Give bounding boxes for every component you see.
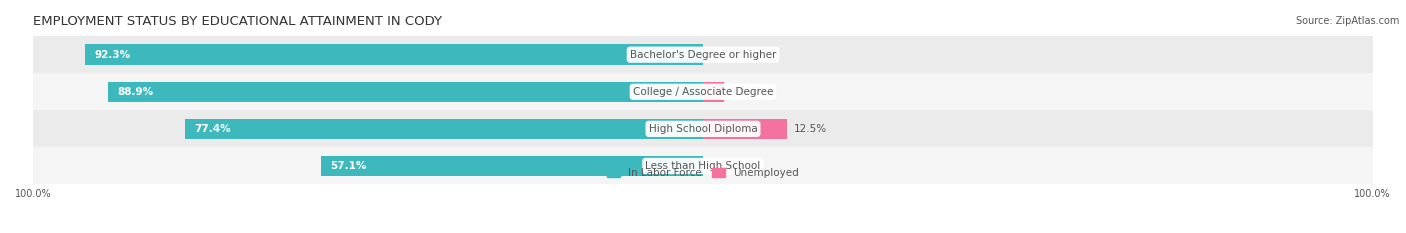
Bar [703, 82, 724, 102]
Bar [34, 73, 1372, 110]
Text: 3.1%: 3.1% [731, 87, 756, 97]
Text: High School Diploma: High School Diploma [648, 124, 758, 134]
Text: 88.9%: 88.9% [118, 87, 153, 97]
Text: College / Associate Degree: College / Associate Degree [633, 87, 773, 97]
Bar [321, 156, 703, 176]
Bar [108, 82, 703, 102]
Text: 0.0%: 0.0% [720, 161, 747, 171]
Bar [184, 119, 703, 139]
Text: EMPLOYMENT STATUS BY EDUCATIONAL ATTAINMENT IN CODY: EMPLOYMENT STATUS BY EDUCATIONAL ATTAINM… [34, 15, 443, 28]
Text: 92.3%: 92.3% [96, 50, 131, 60]
Bar [34, 110, 1372, 147]
Text: Bachelor's Degree or higher: Bachelor's Degree or higher [630, 50, 776, 60]
Bar [34, 36, 1372, 73]
Text: 0.0%: 0.0% [720, 50, 747, 60]
Legend: In Labor Force, Unemployed: In Labor Force, Unemployed [603, 164, 803, 182]
Bar [703, 119, 787, 139]
Text: 57.1%: 57.1% [330, 161, 367, 171]
Bar [34, 147, 1372, 185]
Text: 12.5%: 12.5% [793, 124, 827, 134]
Bar [84, 45, 703, 65]
Text: 77.4%: 77.4% [194, 124, 232, 134]
Text: Source: ZipAtlas.com: Source: ZipAtlas.com [1295, 16, 1399, 26]
Text: Less than High School: Less than High School [645, 161, 761, 171]
